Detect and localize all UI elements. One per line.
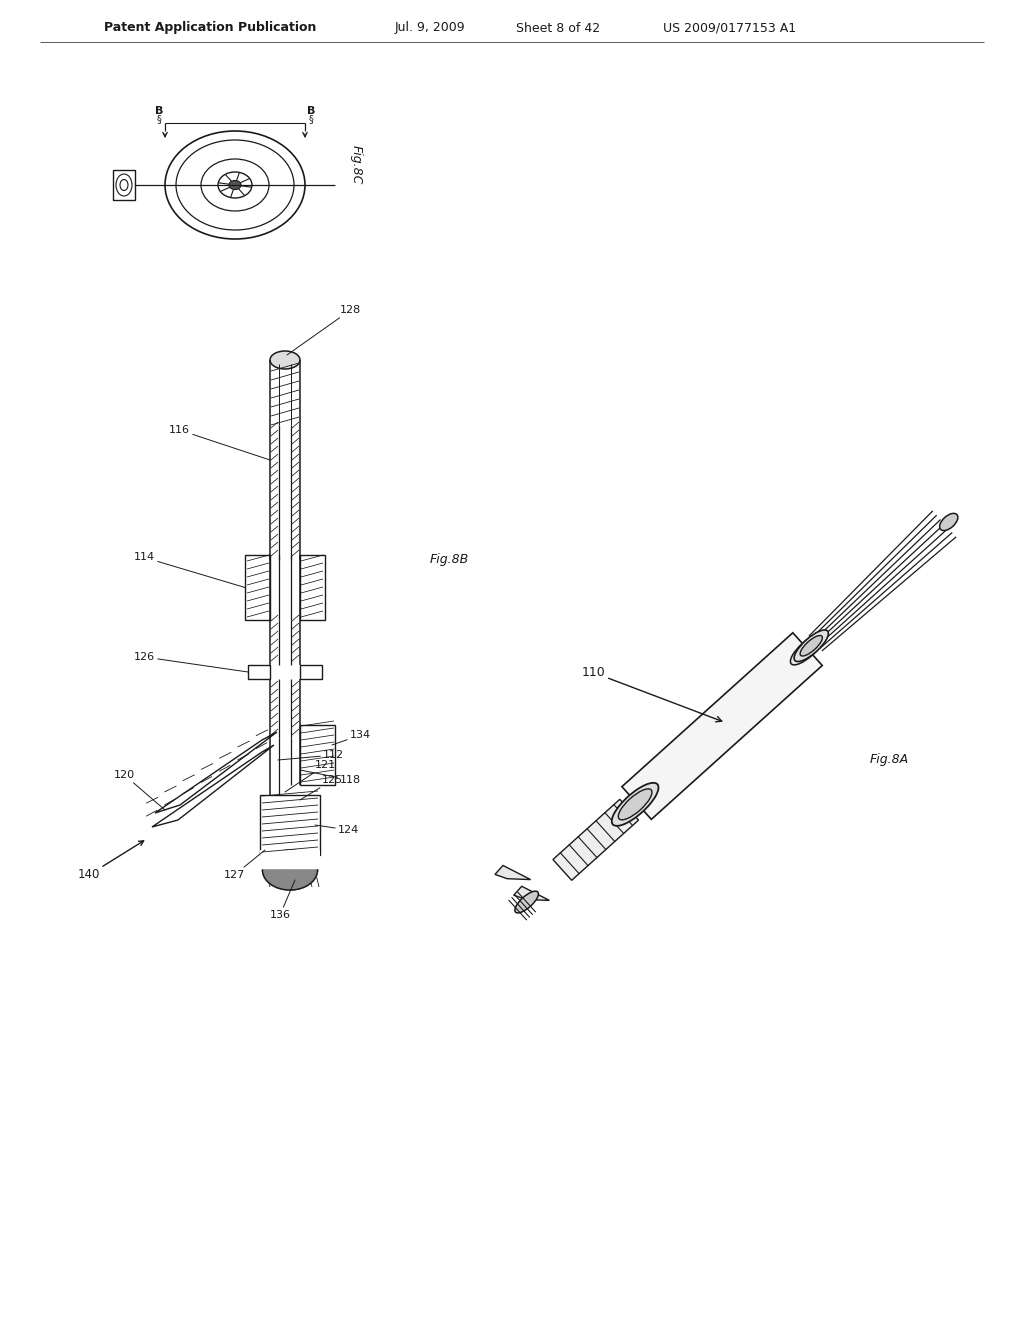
Polygon shape bbox=[495, 866, 530, 879]
FancyBboxPatch shape bbox=[300, 725, 335, 785]
Text: 112: 112 bbox=[278, 750, 344, 760]
Text: 118: 118 bbox=[300, 770, 361, 785]
Text: 124: 124 bbox=[315, 825, 359, 836]
FancyBboxPatch shape bbox=[260, 850, 319, 870]
Text: 110: 110 bbox=[582, 667, 722, 722]
Text: Sheet 8 of 42: Sheet 8 of 42 bbox=[516, 21, 600, 34]
Text: B: B bbox=[155, 106, 163, 116]
FancyBboxPatch shape bbox=[260, 795, 319, 855]
FancyBboxPatch shape bbox=[248, 665, 270, 678]
Text: 127: 127 bbox=[224, 850, 265, 880]
Text: §: § bbox=[308, 114, 313, 124]
Ellipse shape bbox=[229, 181, 241, 190]
Polygon shape bbox=[553, 800, 639, 880]
FancyBboxPatch shape bbox=[245, 554, 270, 620]
FancyBboxPatch shape bbox=[300, 554, 325, 620]
FancyBboxPatch shape bbox=[300, 665, 322, 678]
Polygon shape bbox=[262, 870, 317, 890]
Text: Patent Application Publication: Patent Application Publication bbox=[103, 21, 316, 34]
Text: 136: 136 bbox=[269, 880, 295, 920]
Polygon shape bbox=[155, 733, 278, 813]
Text: 114: 114 bbox=[134, 553, 245, 587]
FancyBboxPatch shape bbox=[113, 170, 135, 201]
Text: 134: 134 bbox=[332, 730, 371, 744]
Text: 116: 116 bbox=[169, 425, 270, 459]
Text: §: § bbox=[157, 114, 162, 124]
Ellipse shape bbox=[611, 783, 658, 826]
Text: Fig.8C: Fig.8C bbox=[350, 145, 362, 185]
Text: Fig.8B: Fig.8B bbox=[430, 553, 469, 566]
Text: 120: 120 bbox=[114, 770, 165, 810]
Polygon shape bbox=[622, 632, 822, 820]
Ellipse shape bbox=[270, 351, 300, 370]
Ellipse shape bbox=[794, 630, 828, 661]
Ellipse shape bbox=[800, 635, 822, 656]
Text: Jul. 9, 2009: Jul. 9, 2009 bbox=[394, 21, 465, 34]
Text: 128: 128 bbox=[287, 305, 361, 355]
Text: US 2009/0177153 A1: US 2009/0177153 A1 bbox=[664, 21, 797, 34]
Text: 121: 121 bbox=[285, 760, 336, 792]
Text: 126: 126 bbox=[134, 652, 248, 672]
Ellipse shape bbox=[940, 513, 957, 531]
Text: 140: 140 bbox=[78, 841, 143, 882]
Ellipse shape bbox=[791, 634, 824, 665]
Ellipse shape bbox=[262, 850, 317, 890]
Ellipse shape bbox=[515, 891, 539, 913]
Ellipse shape bbox=[618, 789, 652, 820]
Polygon shape bbox=[514, 886, 549, 900]
Text: Fig.8A: Fig.8A bbox=[870, 754, 909, 767]
Text: 125: 125 bbox=[300, 775, 343, 800]
Text: B: B bbox=[307, 106, 315, 116]
Polygon shape bbox=[152, 744, 274, 828]
